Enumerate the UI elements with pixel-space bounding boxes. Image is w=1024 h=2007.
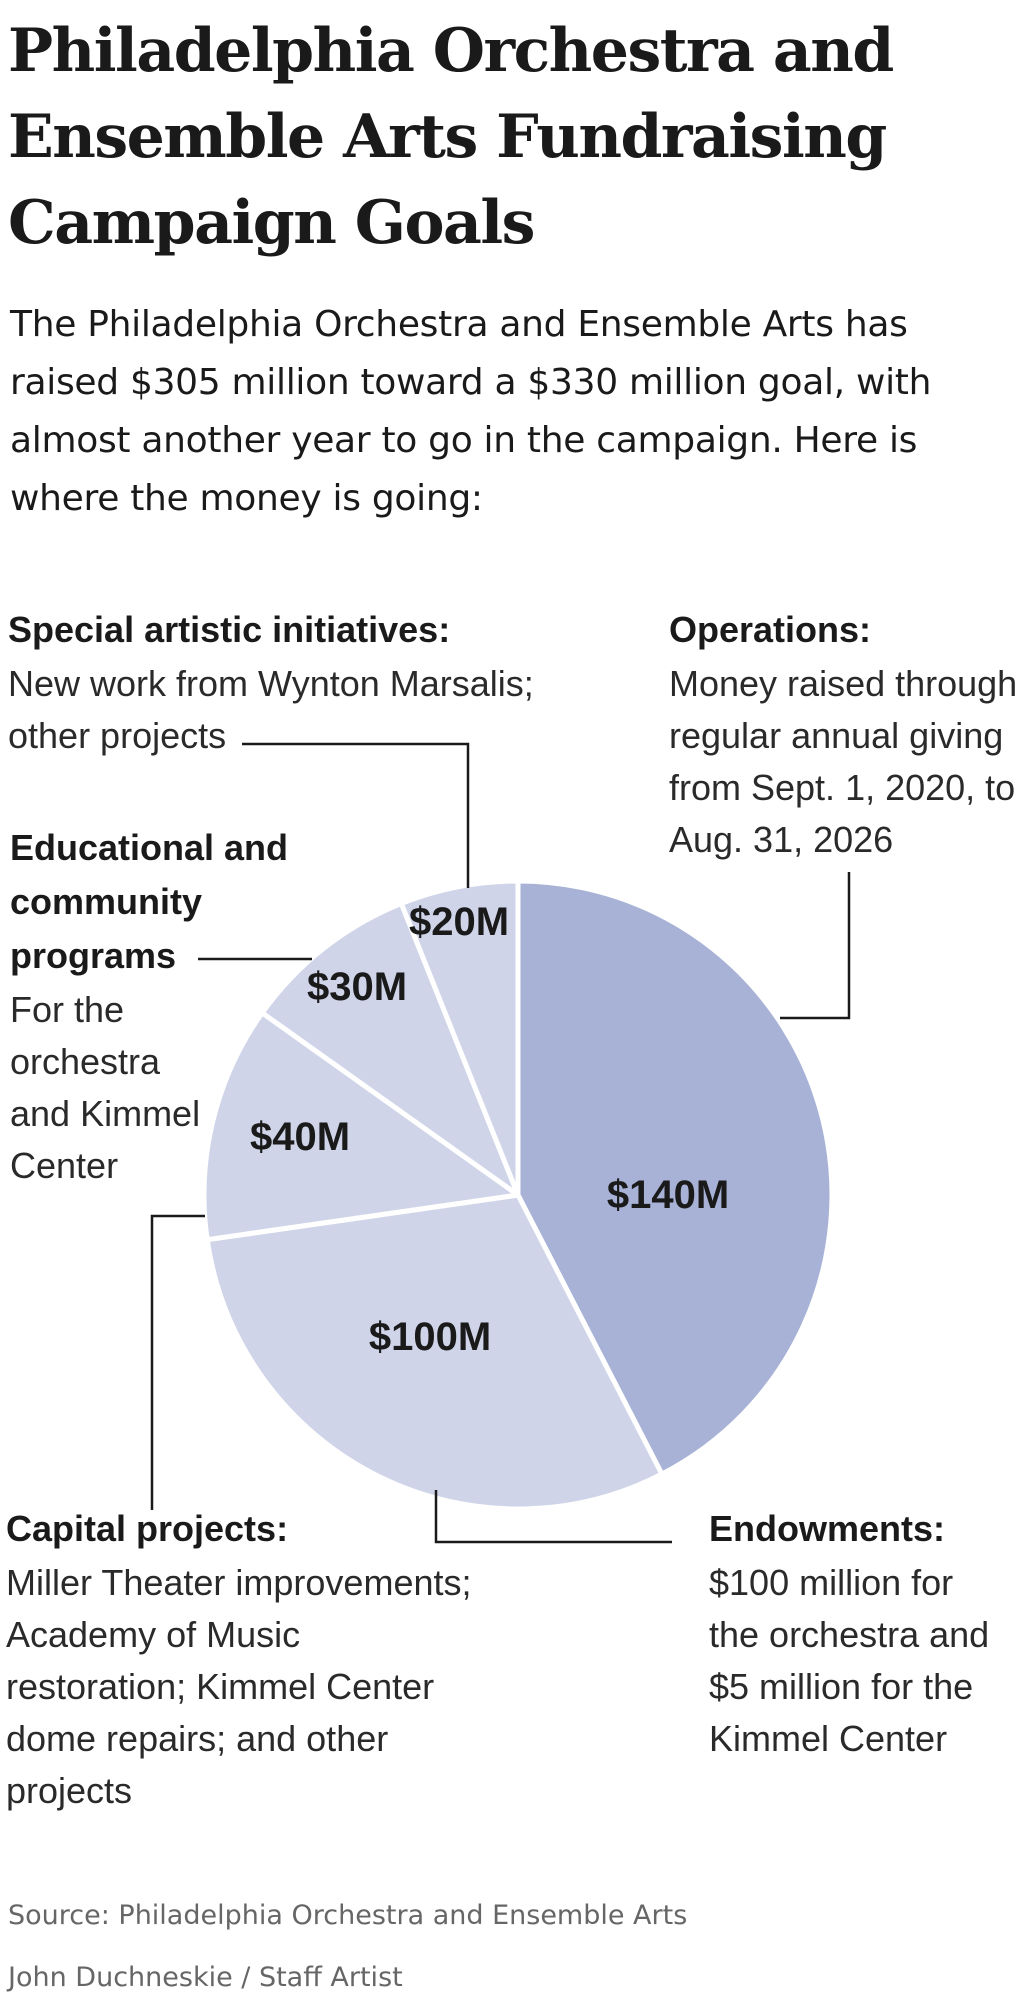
category-description-endowments-line-3: $5 million for the: [709, 1666, 973, 1707]
pie-slices: [201, 878, 835, 1512]
pie-slice-special-artistic-initiatives: [398, 878, 521, 1198]
credit-line: John Duchneskie / Staff Artist: [8, 1962, 403, 1993]
chart-subtitle: The Philadelphia Orchestra and Ensemble …: [10, 304, 932, 519]
category-description-special-artistic-initiatives-line-2: other projects: [8, 715, 226, 756]
leader-line-special-artistic: [242, 742, 470, 888]
pie-slice-endowments: [204, 1192, 665, 1512]
category-description-operations-line-3: from Sept. 1, 2020, to: [669, 767, 1015, 808]
leader-line-operations: [780, 872, 851, 1020]
leader-line-endowments: [434, 1490, 672, 1544]
slice-value-endowments: $100M: [369, 1315, 491, 1359]
category-description-operations-line-1: Money raised through: [669, 663, 1017, 704]
slice-value-special-artistic-initiatives: $20M: [409, 900, 509, 944]
category-label-capital-projects: Capital projects:: [6, 1508, 288, 1549]
category-description-educational-and-community-programs-line-1: For the: [10, 989, 124, 1030]
category-description-educational-and-community-programs-line-4: Center: [10, 1145, 118, 1186]
source-note: Source: Philadelphia Orchestra and Ensem…: [8, 1900, 688, 1931]
slice-category-labels: Operations: Money raised through regular a…: [6, 609, 1017, 1811]
category-label-special-artistic-initiatives: Special artistic initiatives:: [8, 609, 450, 650]
category-label-educational-and-community-programs-line-2: community: [10, 881, 202, 922]
pie-chart: $140M $100M $40M $30M$20M Operations: Money …: [6, 609, 1017, 1811]
category-description-operations-line-4: Aug. 31, 2026: [669, 819, 893, 860]
category-description-operations-line-2: regular annual giving: [669, 715, 1003, 756]
category-description-capital-projects-line-2: Academy of Music: [6, 1614, 300, 1655]
category-description-capital-projects-line-3: restoration; Kimmel Center: [6, 1666, 434, 1707]
pie-slice-capital-projects: [201, 1010, 521, 1243]
category-label-educational-and-community-programs-line-1: Educational and: [10, 827, 288, 868]
pie-slice-operations: [515, 878, 835, 1477]
slice-value-educational-and-community-programs: $30M: [307, 965, 407, 1009]
category-description-endowments-line-2: the orchestra and: [709, 1614, 989, 1655]
leader-line-capital-projects: [150, 1214, 205, 1510]
category-label-operations: Operations:: [669, 609, 871, 650]
leader-lines: [150, 742, 851, 1544]
slice-value-capital-projects: $40M: [250, 1115, 350, 1159]
category-description-educational-and-community-programs-line-3: and Kimmel: [10, 1093, 200, 1134]
chart-title: Philadelphia Orchestra and Ensemble Arts…: [8, 16, 894, 258]
category-description-special-artistic-initiatives-line-1: New work from Wynton Marsalis;: [8, 663, 534, 704]
category-description-educational-and-community-programs-line-2: orchestra: [10, 1041, 161, 1082]
category-label-endowments: Endowments:: [709, 1508, 945, 1549]
category-description-endowments-line-4: Kimmel Center: [709, 1718, 947, 1759]
category-description-capital-projects-line-5: projects: [6, 1770, 132, 1811]
pie-slice-educational-and-community-programs: [259, 900, 521, 1198]
slice-value-operations: $140M: [607, 1173, 729, 1217]
category-description-capital-projects-line-1: Miller Theater improvements;: [6, 1562, 472, 1603]
slice-value-labels: $140M $100M $40M $30M$20M: [250, 900, 729, 1359]
category-label-educational-and-community-programs-line-3: programs: [10, 935, 176, 976]
category-description-endowments-line-1: $100 million for: [709, 1562, 953, 1603]
category-description-capital-projects-line-4: dome repairs; and other: [6, 1718, 388, 1759]
